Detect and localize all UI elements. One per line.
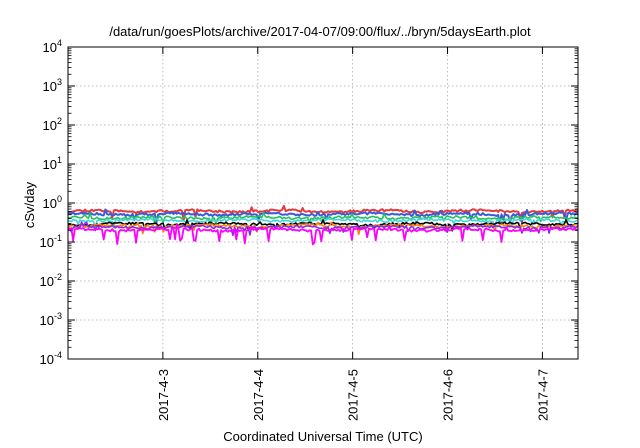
y-tick-label: 104	[43, 38, 62, 55]
x-axis: 2017-4-3 2017-4-4 2017-4-5 2017-4-6 2017-4-7	[156, 47, 550, 421]
x-tick-label: 2017-4-4	[251, 369, 266, 421]
series-line-8	[67, 223, 579, 246]
y-tick-label: 10-3	[40, 311, 62, 328]
x-tick-label: 2017-4-6	[441, 369, 456, 421]
chart-title: /data/run/goesPlots/archive/2017-04-07/0…	[109, 24, 531, 39]
series-line-2	[67, 208, 579, 224]
series-line-7	[67, 221, 579, 237]
y-tick-label: 101	[43, 155, 62, 172]
y-tick-label: 10-4	[40, 350, 62, 367]
series-line-1	[67, 204, 579, 222]
x-axis-label: Coordinated Universal Time (UTC)	[223, 429, 422, 444]
grid	[68, 47, 578, 359]
x-tick-label: 2017-4-7	[535, 369, 550, 421]
y-axis-label: cSv/day	[22, 181, 37, 228]
y-tick-label: 102	[43, 116, 62, 133]
y-tick-label: 10-2	[40, 272, 62, 289]
y-tick-label: 10-1	[40, 233, 62, 250]
x-tick-label: 2017-4-5	[346, 369, 361, 421]
series-line-6	[67, 221, 579, 236]
series-line-4	[67, 217, 579, 229]
y-tick-label: 103	[43, 77, 62, 94]
y-axis: 10-4 10-3 10-2 10-1 100 101 102 103 104	[40, 38, 578, 367]
series-line-3	[67, 211, 579, 226]
series-group	[67, 204, 579, 246]
y-tick-label: 100	[43, 194, 62, 211]
x-tick-label: 2017-4-3	[156, 369, 171, 421]
